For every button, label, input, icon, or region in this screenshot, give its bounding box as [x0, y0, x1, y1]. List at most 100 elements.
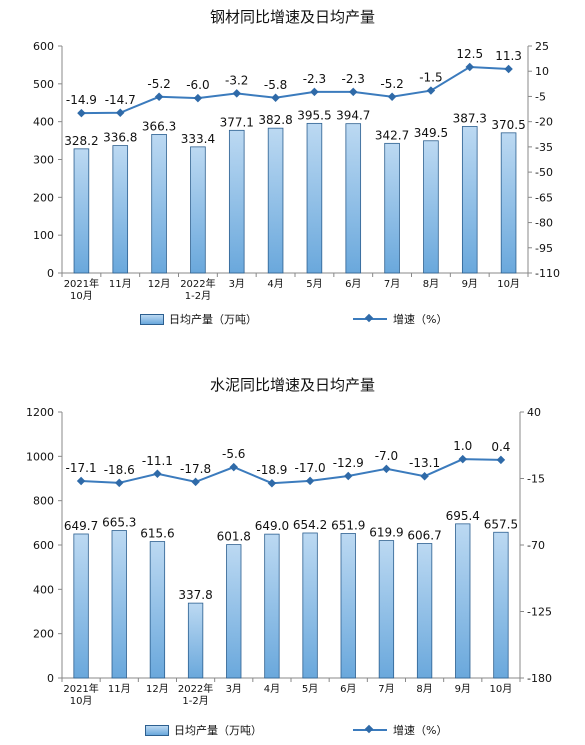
growth-marker — [310, 87, 319, 97]
line-data-label: -6.0 — [186, 78, 209, 92]
x-axis-category-label: 7月 — [384, 278, 400, 290]
line-data-label: 0.4 — [491, 440, 510, 454]
left-axis-tick-label: 200 — [33, 191, 54, 204]
growth-marker — [154, 92, 164, 102]
line-data-label: 11.3 — [495, 49, 522, 63]
right-axis-tick-label: -35 — [535, 141, 553, 154]
x-axis-category-label: 12月 — [146, 683, 169, 695]
steel-legend-bar: 日均产量（万吨） — [140, 311, 257, 327]
x-axis-category-label: 2022年 — [180, 277, 215, 290]
line-data-label: -18.6 — [104, 463, 135, 477]
bar — [340, 533, 356, 679]
line-data-label: -3.2 — [225, 73, 248, 87]
growth-marker — [387, 92, 397, 102]
line-data-label: -18.9 — [256, 463, 287, 477]
x-axis-category-label: 10月 — [490, 683, 513, 695]
growth-marker — [115, 478, 124, 488]
bar — [73, 148, 90, 274]
line-data-label: -5.2 — [380, 77, 403, 91]
cement-legend-bar-label: 日均产量（万吨） — [174, 724, 262, 737]
bar-data-label: 336.8 — [103, 131, 137, 145]
growth-marker — [271, 93, 280, 103]
x-axis-category-label: 2022年 — [178, 682, 213, 695]
bar-data-label: 349.5 — [414, 126, 448, 140]
x-axis-category-label: 11月 — [108, 683, 131, 695]
growth-marker — [305, 476, 315, 486]
x-axis-category-label: 5月 — [302, 683, 318, 695]
line-data-label: -13.1 — [409, 456, 440, 470]
bar-data-label: 619.9 — [369, 526, 403, 540]
growth-marker — [191, 477, 200, 487]
bar-data-label: 615.6 — [140, 527, 174, 541]
right-axis-tick-label: -95 — [535, 242, 553, 255]
growth-marker — [496, 455, 506, 465]
bar-data-label: 328.2 — [64, 134, 98, 148]
bar — [190, 146, 206, 274]
left-axis-tick-label: 200 — [33, 628, 54, 641]
bar — [423, 140, 439, 274]
growth-marker — [420, 471, 429, 481]
bar-data-label: 395.5 — [297, 108, 331, 122]
cement-chart-title: 水泥同比增速及日均产量 — [209, 376, 375, 394]
x-axis-category-label: 4月 — [267, 278, 283, 290]
steel-chart-title: 钢材同比增速及日均产量 — [209, 8, 375, 26]
bar — [306, 122, 323, 274]
line-data-label: -14.9 — [66, 93, 97, 107]
bar — [500, 132, 517, 274]
right-axis-tick-label: -125 — [527, 606, 552, 619]
x-axis-category-label: 2021年 — [63, 682, 98, 695]
left-axis-tick-label: 500 — [33, 78, 54, 91]
bar-data-label: 366.3 — [142, 119, 176, 133]
steel-chart-plot: 0 100 200 300 400 500 600 -110 -95 -80 -65 -50 -35 -2… — [33, 40, 560, 302]
growth-marker — [504, 64, 513, 74]
bar-data-label: 654.2 — [293, 518, 327, 532]
bar-data-label: 649.7 — [64, 519, 98, 533]
bar-data-label: 657.5 — [484, 517, 518, 531]
line-data-label: -17.0 — [295, 461, 326, 475]
line-data-label: -11.1 — [142, 454, 173, 468]
x-axis-category-label: 11月 — [109, 278, 132, 290]
bar-data-label: 337.8 — [178, 588, 212, 602]
growth-marker — [349, 87, 358, 97]
bar-data-label: 649.0 — [255, 519, 289, 533]
left-axis-tick-label: 0 — [47, 267, 54, 280]
line-data-label: -2.3 — [303, 72, 326, 86]
line-data-label: -14.7 — [105, 93, 136, 107]
bar — [416, 543, 433, 679]
left-axis-tick-label: 600 — [33, 539, 54, 552]
bar-swatch-icon — [145, 724, 169, 736]
right-axis-tick-label: -110 — [535, 267, 560, 280]
x-axis-category-label: 1-2月 — [182, 695, 208, 707]
bar — [187, 602, 204, 679]
bar — [264, 533, 280, 679]
x-axis-category-label: 4月 — [264, 683, 280, 695]
bar-data-label: 606.7 — [407, 529, 441, 543]
bar — [461, 126, 478, 274]
growth-marker — [153, 469, 162, 479]
right-axis-tick-label: -5 — [535, 90, 546, 103]
line-data-label: -5.8 — [264, 78, 287, 92]
x-axis-category-label: 5月 — [306, 278, 322, 290]
line-data-label: -1.5 — [419, 71, 442, 85]
left-axis-tick-label: 800 — [33, 495, 54, 508]
x-axis-category-label: 8月 — [416, 683, 432, 695]
bar — [73, 533, 89, 679]
bar-data-label: 333.4 — [181, 132, 215, 146]
line-data-label: -17.1 — [66, 461, 97, 475]
x-axis-category-label: 3月 — [229, 278, 245, 290]
right-axis-tick-label: -180 — [527, 672, 552, 685]
x-axis-category-label: 12月 — [148, 278, 171, 290]
x-axis-category-label: 10月 — [497, 278, 520, 290]
growth-marker — [116, 108, 125, 117]
growth-marker — [76, 476, 86, 486]
cement-legend-bar: 日均产量（万吨） — [145, 722, 262, 738]
growth-marker — [465, 62, 474, 72]
right-axis-tick-label: -50 — [535, 166, 553, 179]
line-data-label: -5.2 — [147, 77, 170, 91]
growth-marker — [77, 108, 86, 118]
growth-marker — [344, 471, 353, 481]
x-axis-category-label: 10月 — [70, 695, 93, 707]
bar-data-label: 651.9 — [331, 518, 365, 532]
line-data-label: -5.6 — [222, 447, 245, 461]
bar-data-label: 377.1 — [220, 115, 254, 129]
